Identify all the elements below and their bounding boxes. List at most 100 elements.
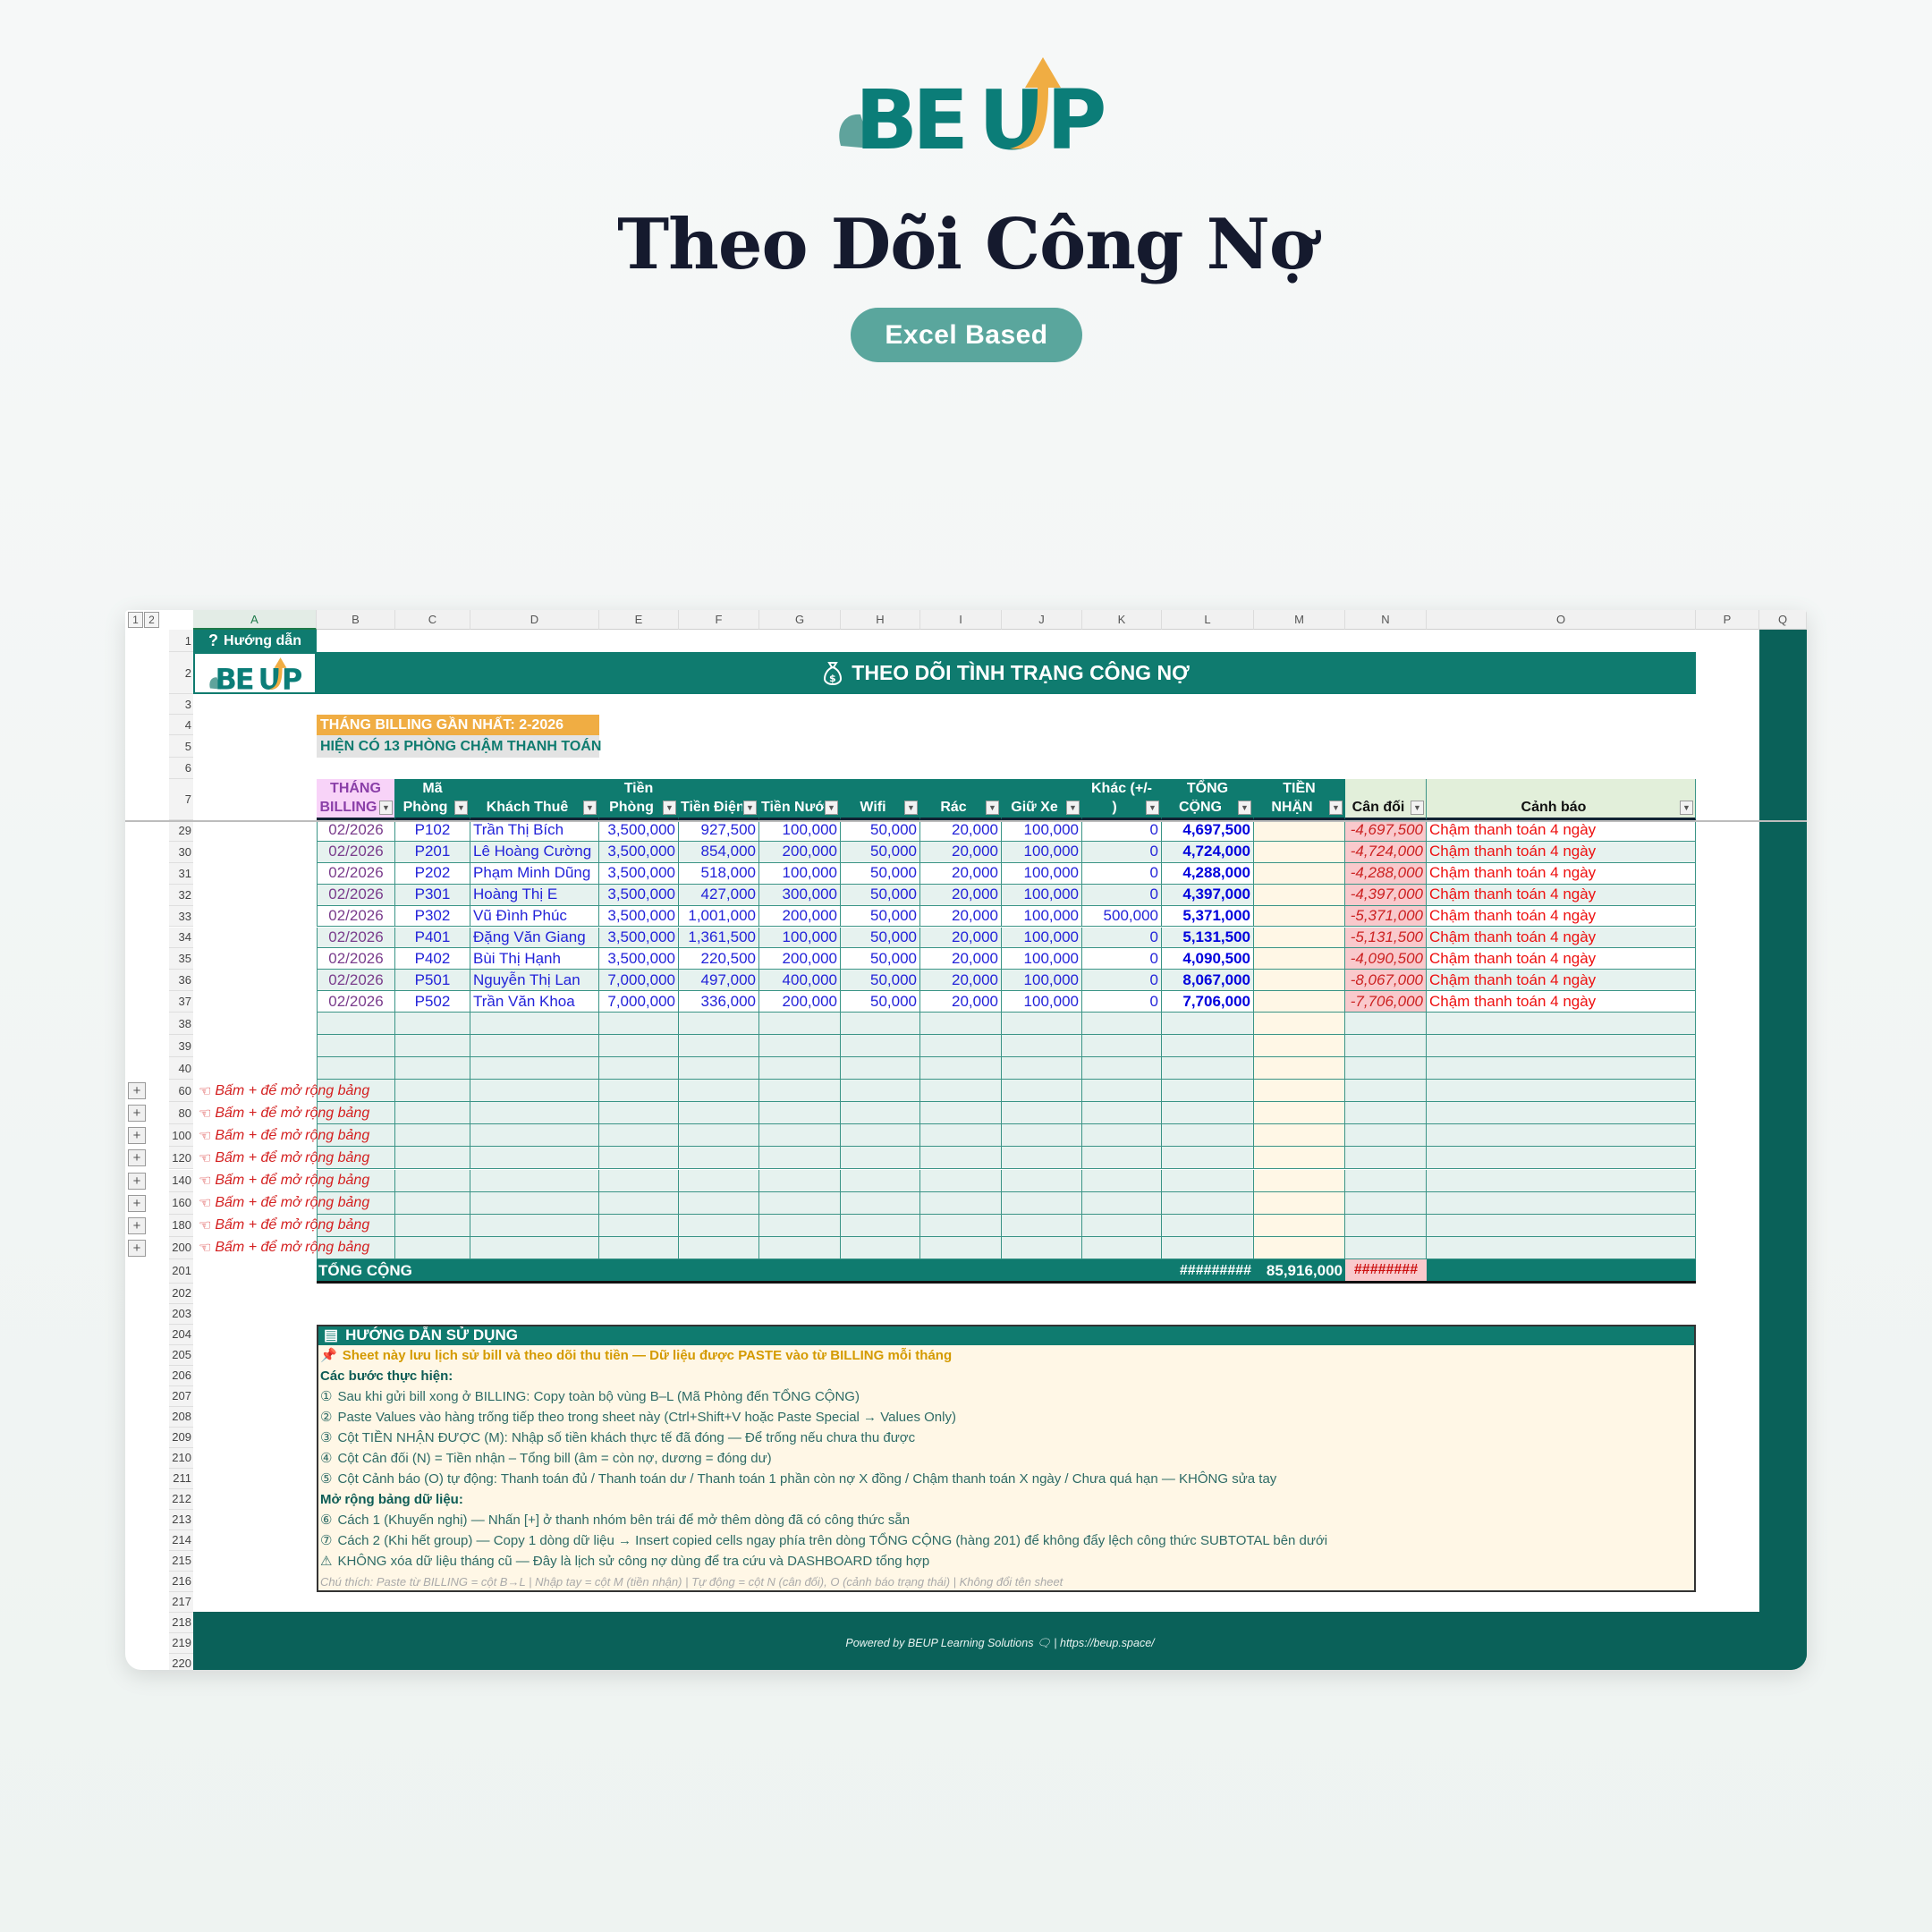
row-header[interactable]: 202: [169, 1283, 193, 1304]
other-fee-cell[interactable]: 0: [1082, 948, 1162, 970]
other-fee-cell[interactable]: 500,000: [1082, 905, 1162, 928]
empty-cell[interactable]: [395, 1080, 470, 1103]
amount-received-cell[interactable]: [1254, 862, 1345, 885]
row-header[interactable]: 120: [169, 1147, 193, 1170]
amount-received-cell[interactable]: [1254, 905, 1345, 928]
room-code-cell[interactable]: P302: [395, 905, 470, 928]
empty-cell[interactable]: [1162, 1035, 1254, 1058]
trash-fee-cell[interactable]: 20,000: [920, 820, 1002, 842]
empty-cell[interactable]: [679, 1147, 759, 1170]
empty-cell[interactable]: [1254, 1191, 1345, 1215]
outline-level-2-button[interactable]: 2: [144, 612, 159, 628]
row-header[interactable]: 180: [169, 1214, 193, 1237]
expand-group-button[interactable]: +: [128, 1082, 146, 1100]
row-header[interactable]: 218: [169, 1612, 193, 1633]
empty-cell[interactable]: [317, 1236, 395, 1259]
row-header[interactable]: 80: [169, 1102, 193, 1125]
total-bill-cell[interactable]: 7,706,000: [1162, 991, 1254, 1013]
alert-status-cell[interactable]: Chậm thanh toán 4 ngày: [1427, 948, 1696, 970]
tenant-name-cell[interactable]: Trần Văn Khoa: [470, 991, 599, 1013]
room-code-cell[interactable]: P102: [395, 820, 470, 842]
row-header[interactable]: 215: [169, 1550, 193, 1572]
empty-cell[interactable]: [1082, 1191, 1162, 1215]
wifi-fee-cell[interactable]: 50,000: [841, 991, 920, 1013]
total-bill-cell[interactable]: 4,090,500: [1162, 948, 1254, 970]
guide-button[interactable]: ? Hướng dẫn: [193, 630, 317, 652]
wifi-fee-cell[interactable]: 50,000: [841, 970, 920, 992]
empty-cell[interactable]: [1002, 1035, 1082, 1058]
filter-dropdown-icon[interactable]: ▼: [1329, 801, 1343, 815]
row-header[interactable]: 5: [169, 735, 193, 758]
empty-cell[interactable]: [841, 1035, 920, 1058]
empty-cell[interactable]: [1082, 1057, 1162, 1080]
empty-cell[interactable]: [841, 1169, 920, 1192]
alert-status-cell[interactable]: Chậm thanh toán 4 ngày: [1427, 927, 1696, 949]
row-header[interactable]: 210: [169, 1447, 193, 1469]
billing-month-cell[interactable]: 02/2026: [317, 862, 395, 885]
row-header[interactable]: 34: [169, 927, 193, 949]
empty-cell[interactable]: [1345, 1124, 1427, 1148]
row-header[interactable]: 3: [169, 694, 193, 715]
row-header[interactable]: 205: [169, 1344, 193, 1366]
empty-cell[interactable]: [1345, 1147, 1427, 1170]
billing-month-cell[interactable]: 02/2026: [317, 841, 395, 863]
empty-cell[interactable]: [679, 1057, 759, 1080]
empty-cell[interactable]: [395, 1236, 470, 1259]
empty-cell[interactable]: [1427, 1057, 1696, 1080]
empty-cell[interactable]: [470, 1236, 599, 1259]
filter-dropdown-icon[interactable]: ▼: [986, 801, 999, 815]
total-bill-cell[interactable]: 5,371,000: [1162, 905, 1254, 928]
row-header[interactable]: 32: [169, 884, 193, 906]
column-header-G[interactable]: G: [759, 610, 841, 630]
empty-cell[interactable]: [759, 1013, 841, 1036]
row-header[interactable]: 38: [169, 1013, 193, 1036]
empty-cell[interactable]: [1002, 1191, 1082, 1215]
empty-cell[interactable]: [1254, 1236, 1345, 1259]
column-header-A[interactable]: A: [193, 610, 317, 630]
row-header[interactable]: 30: [169, 841, 193, 863]
empty-cell[interactable]: [679, 1169, 759, 1192]
empty-cell[interactable]: [841, 1147, 920, 1170]
empty-cell[interactable]: [920, 1080, 1002, 1103]
water-fee-cell[interactable]: 200,000: [759, 841, 841, 863]
column-header-D[interactable]: D: [470, 610, 599, 630]
empty-cell[interactable]: [317, 1035, 395, 1058]
amount-received-cell[interactable]: [1254, 841, 1345, 863]
tenant-name-cell[interactable]: Nguyễn Thị Lan: [470, 970, 599, 992]
row-header[interactable]: 208: [169, 1406, 193, 1428]
empty-cell[interactable]: [470, 1191, 599, 1215]
parking-fee-cell[interactable]: 100,000: [1002, 884, 1082, 906]
logo-cell[interactable]: BE U P: [193, 652, 317, 694]
trash-fee-cell[interactable]: 20,000: [920, 905, 1002, 928]
empty-cell[interactable]: [920, 1013, 1002, 1036]
alert-status-cell[interactable]: Chậm thanh toán 4 ngày: [1427, 841, 1696, 863]
water-fee-cell[interactable]: 100,000: [759, 927, 841, 949]
room-code-cell[interactable]: P202: [395, 862, 470, 885]
wifi-fee-cell[interactable]: 50,000: [841, 862, 920, 885]
row-header[interactable]: 211: [169, 1468, 193, 1489]
balance-cell[interactable]: -8,067,000: [1345, 970, 1427, 992]
parking-fee-cell[interactable]: 100,000: [1002, 820, 1082, 842]
row-header[interactable]: 203: [169, 1303, 193, 1325]
row-header[interactable]: 7: [169, 779, 193, 820]
total-bill-cell[interactable]: 4,397,000: [1162, 884, 1254, 906]
empty-cell[interactable]: [395, 1214, 470, 1237]
water-fee-cell[interactable]: 200,000: [759, 905, 841, 928]
empty-cell[interactable]: [599, 1214, 679, 1237]
empty-cell[interactable]: [841, 1191, 920, 1215]
row-header[interactable]: 60: [169, 1080, 193, 1103]
room-fee-cell[interactable]: 3,500,000: [599, 862, 679, 885]
row-header[interactable]: 212: [169, 1488, 193, 1510]
column-header-I[interactable]: I: [920, 610, 1002, 630]
empty-cell[interactable]: [1254, 1169, 1345, 1192]
empty-cell[interactable]: [1162, 1124, 1254, 1148]
room-fee-cell[interactable]: 3,500,000: [599, 927, 679, 949]
empty-cell[interactable]: [317, 1147, 395, 1170]
billing-month-cell[interactable]: 02/2026: [317, 927, 395, 949]
empty-cell[interactable]: [1345, 1080, 1427, 1103]
wifi-fee-cell[interactable]: 50,000: [841, 820, 920, 842]
row-header[interactable]: 2: [169, 652, 193, 694]
billing-month-cell[interactable]: 02/2026: [317, 948, 395, 970]
amount-received-cell[interactable]: [1254, 991, 1345, 1013]
filter-dropdown-icon[interactable]: ▼: [663, 801, 676, 815]
